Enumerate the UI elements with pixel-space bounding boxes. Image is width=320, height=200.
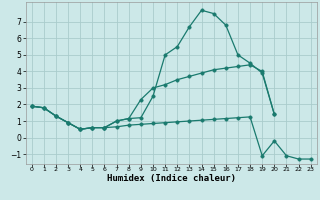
X-axis label: Humidex (Indice chaleur): Humidex (Indice chaleur)	[107, 174, 236, 183]
